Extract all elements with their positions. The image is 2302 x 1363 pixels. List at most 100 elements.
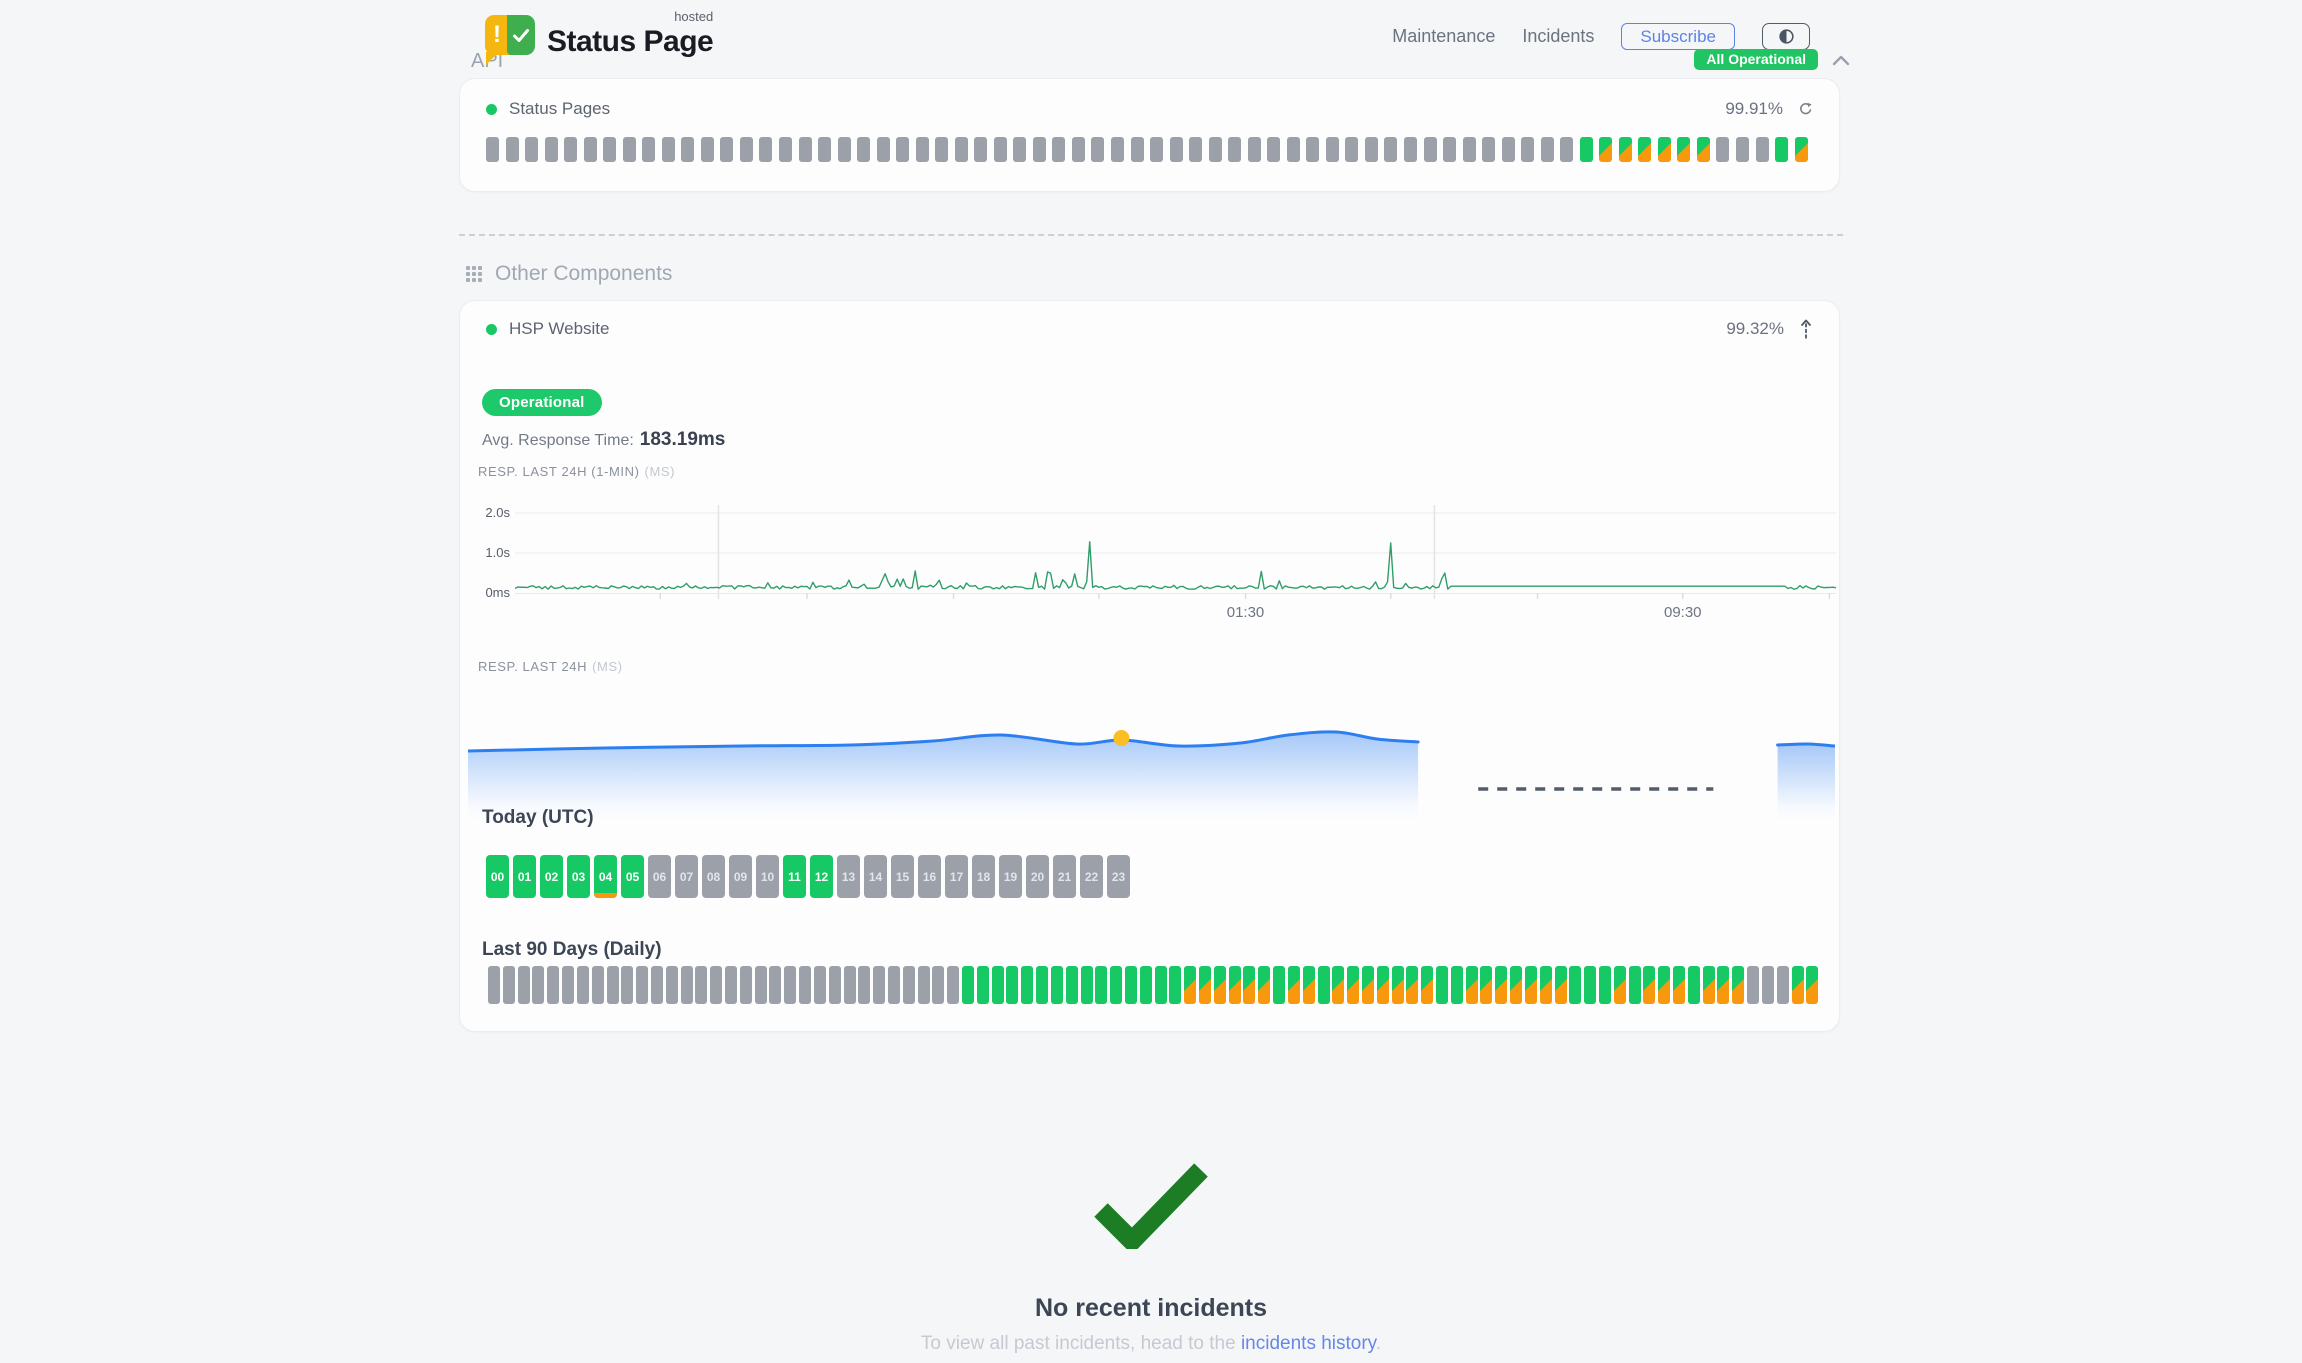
day-block[interactable] xyxy=(1450,966,1463,1004)
uptime-bar[interactable] xyxy=(1775,137,1789,162)
day-block[interactable] xyxy=(1199,966,1211,1004)
day-block[interactable] xyxy=(1806,966,1819,1004)
uptime-bar[interactable] xyxy=(603,137,617,162)
uptime-bar[interactable] xyxy=(1794,137,1808,162)
day-block[interactable] xyxy=(1169,966,1182,1004)
hour-block-11[interactable]: 11 xyxy=(783,855,806,898)
hour-block-15[interactable]: 15 xyxy=(891,855,914,898)
day-block[interactable] xyxy=(1332,966,1345,1004)
uptime-bar[interactable] xyxy=(1208,137,1222,162)
day-block[interactable] xyxy=(1436,966,1448,1004)
day-block[interactable] xyxy=(1702,966,1715,1004)
day-block[interactable] xyxy=(1050,966,1063,1004)
day-block[interactable] xyxy=(606,966,619,1004)
day-block[interactable] xyxy=(739,966,752,1004)
day-block[interactable] xyxy=(636,966,649,1004)
hour-block-04[interactable]: 04 xyxy=(594,855,617,898)
hour-block-13[interactable]: 13 xyxy=(837,855,860,898)
day-block[interactable] xyxy=(917,966,930,1004)
day-block[interactable] xyxy=(1021,966,1034,1004)
day-block[interactable] xyxy=(1732,966,1745,1004)
day-block[interactable] xyxy=(1761,966,1774,1004)
uptime-bar[interactable] xyxy=(1032,137,1046,162)
day-block[interactable] xyxy=(991,966,1004,1004)
day-block[interactable] xyxy=(1080,966,1093,1004)
uptime-bar[interactable] xyxy=(1228,137,1242,162)
uptime-bar[interactable] xyxy=(876,137,890,162)
hour-block-20[interactable]: 20 xyxy=(1026,855,1049,898)
hour-block-09[interactable]: 09 xyxy=(729,855,752,898)
hour-block-21[interactable]: 21 xyxy=(1053,855,1076,898)
day-block[interactable] xyxy=(1124,966,1137,1004)
uptime-bar[interactable] xyxy=(1384,137,1398,162)
day-block[interactable] xyxy=(1687,966,1700,1004)
day-block[interactable] xyxy=(1273,966,1286,1004)
day-block[interactable] xyxy=(1347,966,1360,1004)
hour-block-12[interactable]: 12 xyxy=(810,855,833,898)
day-block[interactable] xyxy=(591,966,604,1004)
day-block[interactable] xyxy=(799,966,812,1004)
uptime-bar[interactable] xyxy=(661,137,675,162)
day-block[interactable] xyxy=(1584,966,1597,1004)
day-block[interactable] xyxy=(1554,966,1567,1004)
subscribe-button[interactable]: Subscribe xyxy=(1621,22,1735,50)
day-block[interactable] xyxy=(1258,966,1271,1004)
arrow-up-dashed-icon[interactable] xyxy=(1799,318,1813,340)
day-block[interactable] xyxy=(1406,966,1419,1004)
uptime-bar[interactable] xyxy=(1071,137,1085,162)
uptime-bar[interactable] xyxy=(993,137,1007,162)
uptime-bar[interactable] xyxy=(1325,137,1339,162)
uptime-bar[interactable] xyxy=(1755,137,1769,162)
day-block[interactable] xyxy=(1287,966,1300,1004)
day-block[interactable] xyxy=(1213,966,1226,1004)
day-block[interactable] xyxy=(843,966,856,1004)
uptime-bar[interactable] xyxy=(525,137,539,162)
day-block[interactable] xyxy=(813,966,826,1004)
day-block[interactable] xyxy=(1184,966,1197,1004)
uptime-bar[interactable] xyxy=(896,137,910,162)
uptime-bar[interactable] xyxy=(759,137,773,162)
uptime-bar[interactable] xyxy=(1638,137,1652,162)
uptime-bar[interactable] xyxy=(1169,137,1183,162)
day-block[interactable] xyxy=(769,966,782,1004)
uptime-bar[interactable] xyxy=(564,137,578,162)
hour-block-16[interactable]: 16 xyxy=(918,855,941,898)
uptime-bar[interactable] xyxy=(1150,137,1164,162)
uptime-bar[interactable] xyxy=(1716,137,1730,162)
day-block[interactable] xyxy=(1717,966,1730,1004)
uptime-bar[interactable] xyxy=(935,137,949,162)
day-block[interactable] xyxy=(1139,966,1152,1004)
uptime-bar[interactable] xyxy=(1482,137,1496,162)
uptime-bar[interactable] xyxy=(818,137,832,162)
day-block[interactable] xyxy=(1569,966,1582,1004)
response-1min-chart[interactable]: 01:30 09:30 xyxy=(515,493,1836,623)
day-block[interactable] xyxy=(1006,966,1019,1004)
hour-block-02[interactable]: 02 xyxy=(540,855,563,898)
uptime-bar[interactable] xyxy=(1521,137,1535,162)
uptime-bar[interactable] xyxy=(1189,137,1203,162)
status-pages-header[interactable]: Status Pages xyxy=(486,99,610,119)
day-block[interactable] xyxy=(1421,966,1434,1004)
day-block[interactable] xyxy=(902,966,915,1004)
day-block[interactable] xyxy=(1302,966,1315,1004)
day-block[interactable] xyxy=(858,966,871,1004)
day-block[interactable] xyxy=(621,966,634,1004)
day-block[interactable] xyxy=(1095,966,1108,1004)
day-block[interactable] xyxy=(1228,966,1241,1004)
day-block[interactable] xyxy=(1747,966,1760,1004)
uptime-bar[interactable] xyxy=(1540,137,1554,162)
day-block[interactable] xyxy=(1524,966,1537,1004)
uptime-bar[interactable] xyxy=(1696,137,1710,162)
uptime-bar[interactable] xyxy=(1306,137,1320,162)
uptime-bar[interactable] xyxy=(505,137,519,162)
uptime-bar[interactable] xyxy=(720,137,734,162)
day-block[interactable] xyxy=(1036,966,1049,1004)
day-block[interactable] xyxy=(1317,966,1330,1004)
nav-maintenance[interactable]: Maintenance xyxy=(1392,25,1496,46)
day-block[interactable] xyxy=(932,966,945,1004)
uptime-bar[interactable] xyxy=(974,137,988,162)
uptime-bar[interactable] xyxy=(1130,137,1144,162)
hour-block-03[interactable]: 03 xyxy=(567,855,590,898)
uptime-bar[interactable] xyxy=(486,137,499,162)
uptime-bar[interactable] xyxy=(1403,137,1417,162)
